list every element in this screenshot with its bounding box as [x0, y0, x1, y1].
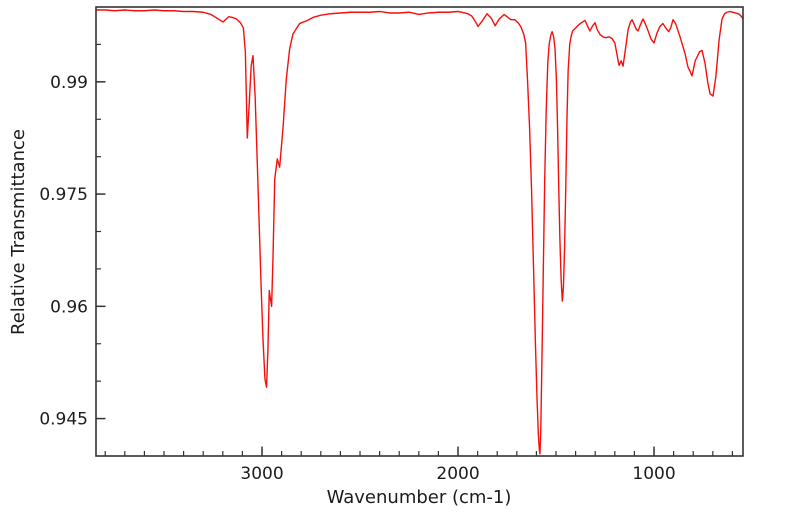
y-axis-title: Relative Transmittance — [8, 129, 29, 335]
x-axis-major-ticks — [261, 446, 655, 456]
x-axis-title: Wavenumber (cm-1) — [327, 487, 512, 508]
y-tick-label: 0.99 — [50, 73, 88, 93]
y-tick-label: 0.975 — [39, 185, 88, 205]
y-axis-major-ticks — [96, 81, 106, 420]
spectrum-line — [95, 9, 744, 455]
y-tick-label: 0.945 — [39, 410, 88, 430]
plot-area — [96, 7, 743, 456]
x-tick-label: 2000 — [436, 464, 479, 484]
x-axis-minor-ticks — [104, 451, 734, 456]
y-axis-tick-labels: 0.945 0.96 0.975 0.99 — [39, 73, 88, 430]
x-axis-tick-labels: 3000 2000 1000 — [240, 464, 675, 484]
x-tick-label: 3000 — [240, 464, 283, 484]
plot-frame — [95, 6, 744, 457]
y-axis-minor-ticks — [96, 43, 101, 382]
y-tick-label: 0.96 — [50, 297, 88, 317]
x-tick-label: 1000 — [632, 464, 675, 484]
